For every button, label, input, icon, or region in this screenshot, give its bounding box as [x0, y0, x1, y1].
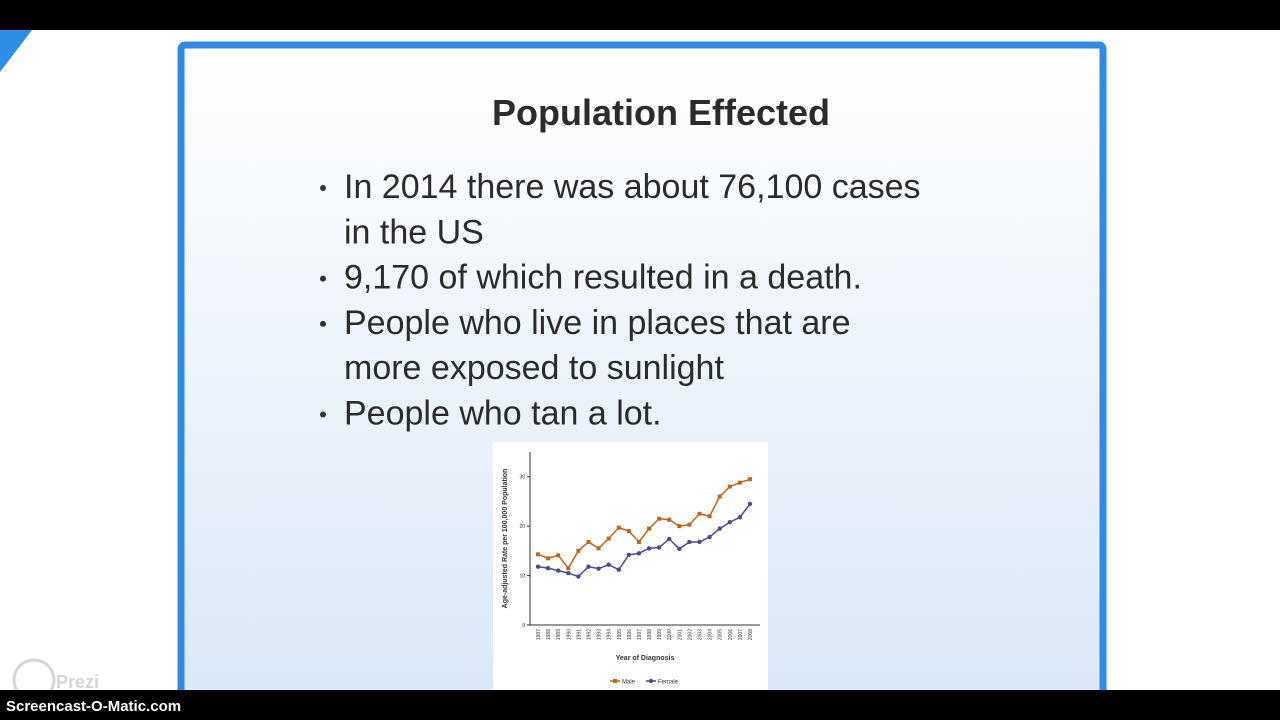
point: [566, 570, 571, 576]
point: [606, 536, 611, 541]
point: [737, 480, 742, 485]
legend-marker: [648, 678, 654, 684]
point: [536, 552, 540, 557]
x-tick-label: 2001: [677, 629, 683, 640]
x-tick-label: 2007: [738, 629, 744, 640]
bullet-dot: [320, 185, 326, 191]
x-tick-label: 2000: [667, 629, 673, 640]
point: [707, 534, 712, 540]
bullet-text: People who live in places that are: [344, 304, 851, 342]
legend-marker: [613, 679, 617, 683]
x-tick-label: 1987: [536, 629, 542, 640]
point: [586, 539, 591, 544]
y-tick-label: 20: [519, 524, 525, 530]
point: [616, 525, 621, 530]
bullet-dot: [320, 320, 326, 327]
bullet-text: In 2014 there was about 76,100 cases: [344, 168, 921, 206]
corner-accent: [0, 30, 32, 72]
point: [727, 484, 732, 489]
bullet-text: 9,170 of which resulted in a death.: [344, 259, 862, 297]
legend-label: Female: [658, 680, 679, 686]
series-line: [537, 503, 751, 578]
x-tick-label: 1992: [586, 629, 592, 640]
point: [657, 516, 662, 521]
x-tick-label: 1988: [546, 629, 552, 640]
point: [727, 519, 733, 525]
point: [717, 526, 722, 531]
x-tick-label: 1990: [566, 629, 572, 640]
point: [737, 515, 743, 520]
point: [646, 546, 652, 551]
x-tick-label: 2008: [748, 629, 754, 640]
bullet-text: in the US: [344, 213, 484, 251]
bullet-dot: [320, 275, 326, 282]
point: [747, 501, 753, 507]
y-tick-label: 0: [522, 623, 525, 629]
bullet-dot: [320, 411, 326, 418]
bullet-list: In 2014 there was about 76,100 cases in t…: [320, 168, 921, 433]
point: [687, 539, 692, 545]
x-tick-label: 1999: [657, 629, 663, 640]
point: [667, 517, 672, 522]
x-tick-label: 2003: [698, 629, 704, 640]
point: [566, 566, 571, 571]
x-tick-label: 1996: [627, 629, 633, 640]
y-tick-label: 10: [519, 574, 525, 580]
point: [626, 552, 632, 558]
point: [546, 556, 551, 561]
x-tick-label: 2004: [708, 629, 714, 640]
y-axis-label: Age-adjusted Rate per 100,000 Population: [502, 469, 509, 609]
point: [576, 574, 581, 579]
point: [606, 562, 611, 567]
x-tick-label: 2002: [687, 629, 693, 640]
series-line: [537, 478, 751, 570]
x-tick-label: 1989: [556, 629, 562, 640]
legend-label: Male: [622, 680, 636, 686]
point: [717, 494, 722, 499]
bottom-bar: [0, 690, 1280, 720]
x-tick-label: 1998: [647, 629, 653, 640]
point: [647, 526, 652, 531]
x-tick-label: 2005: [718, 629, 724, 640]
bullet-text: more exposed to sunlight: [344, 349, 724, 387]
point: [545, 565, 551, 571]
point: [707, 514, 712, 519]
point: [535, 564, 541, 569]
point: [656, 545, 662, 550]
point: [586, 564, 591, 569]
point: [555, 568, 561, 573]
y-tick-label: 30: [519, 475, 525, 481]
point: [556, 553, 561, 558]
x-tick-label: 1994: [607, 629, 613, 640]
point: [677, 546, 682, 552]
x-axis-label: Year of Diagnosis: [616, 655, 675, 662]
point: [636, 551, 642, 556]
point: [596, 566, 601, 571]
point: [687, 522, 692, 527]
point: [596, 546, 601, 551]
point: [677, 524, 682, 529]
x-tick-label: 1993: [597, 629, 603, 640]
point: [667, 536, 672, 542]
bullet-text: People who tan a lot.: [344, 395, 662, 433]
x-tick-label: 1995: [617, 629, 623, 640]
watermark: Screencast-O-Matic.com: [6, 698, 181, 715]
point: [576, 548, 581, 553]
point: [697, 539, 702, 545]
point: [616, 567, 621, 572]
x-tick-label: 1991: [576, 629, 582, 640]
chart: 0 10 20 30 1987 1988 1989 1990 1991 1992 1993 1994 1…: [502, 452, 760, 686]
point: [697, 511, 702, 516]
x-tick-label: 1997: [637, 629, 643, 640]
logo-text: Prezi: [56, 672, 99, 692]
x-tick-label: 2006: [728, 629, 734, 640]
point: [636, 539, 641, 544]
slide-title: Population Effected: [492, 92, 830, 133]
point: [748, 477, 752, 482]
point: [626, 529, 631, 534]
top-bar: [0, 0, 1280, 30]
